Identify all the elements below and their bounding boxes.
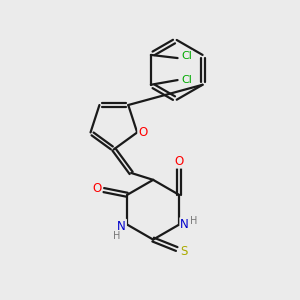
Text: H: H xyxy=(190,216,198,226)
Text: Cl: Cl xyxy=(182,52,192,61)
Text: Cl: Cl xyxy=(182,75,192,85)
Text: O: O xyxy=(174,155,184,168)
Text: O: O xyxy=(92,182,101,195)
Text: H: H xyxy=(112,231,120,241)
Text: N: N xyxy=(180,218,189,231)
Text: O: O xyxy=(138,126,148,139)
Text: N: N xyxy=(117,220,126,233)
Text: S: S xyxy=(180,245,187,258)
